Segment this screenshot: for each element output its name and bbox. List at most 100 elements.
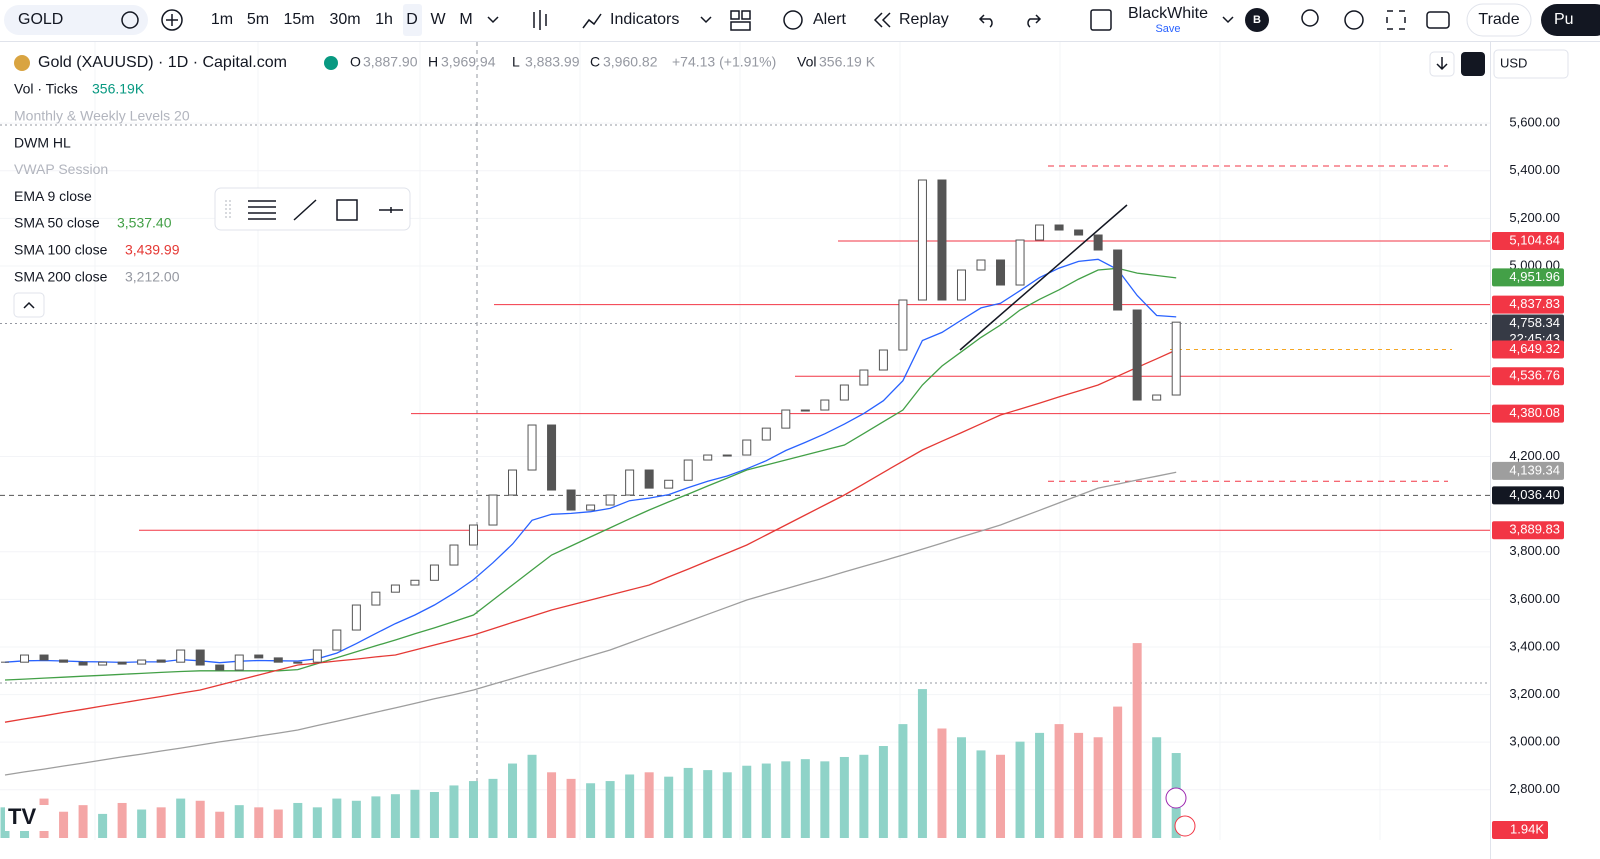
economic-event[interactable] (1174, 815, 1196, 837)
price-tag-label: 4,951.96 (1509, 269, 1560, 284)
indicator-name[interactable]: SMA 50 close (14, 215, 100, 231)
price-tag-label: 3,889.83 (1509, 522, 1560, 537)
compare-button[interactable] (161, 9, 183, 31)
line-style[interactable] (248, 200, 276, 220)
drag-handle[interactable] (225, 200, 231, 220)
indicator-name[interactable]: SMA 200 close (14, 268, 108, 284)
volume-bar (820, 761, 830, 838)
layout-name[interactable]: BlackWhite (1128, 5, 1208, 22)
volume-bar (566, 778, 576, 838)
candle (215, 664, 225, 671)
candle (878, 349, 888, 371)
price-tag-label: 4,837.83 (1509, 296, 1560, 311)
layout-menu[interactable] (1222, 16, 1234, 24)
candle (117, 661, 127, 665)
trade-box[interactable] (1466, 3, 1532, 37)
volume-bar (742, 765, 752, 838)
avatar[interactable] (1245, 8, 1269, 32)
y-tick-label: 3,400.00 (1509, 638, 1560, 653)
volume-tag-label: 1.94K (1510, 821, 1544, 836)
volume-bar (859, 754, 869, 838)
publish-box[interactable] (1541, 4, 1600, 36)
price-tag-label: 4,380.08 (1509, 405, 1560, 420)
volume-bar (625, 774, 635, 838)
volume-bar (1054, 724, 1064, 838)
publish-button[interactable]: Pu (1554, 11, 1574, 28)
interval-button[interactable]: W (430, 11, 446, 28)
replay-button[interactable]: Replay (899, 11, 949, 28)
redo[interactable] (1027, 14, 1042, 28)
rect-tool[interactable] (336, 199, 358, 221)
indicator-name[interactable]: VWAP Session (14, 161, 108, 177)
event-icon[interactable] (1165, 787, 1187, 809)
layouts[interactable] (730, 10, 740, 20)
volume-bar (1015, 741, 1025, 838)
settings[interactable] (1344, 10, 1364, 30)
candle (781, 409, 791, 429)
interval-button[interactable]: 30m (329, 11, 360, 28)
interval-button[interactable]: 1h (375, 11, 393, 28)
fullscreen[interactable] (1386, 10, 1406, 30)
interval-button[interactable]: 15m (283, 11, 314, 28)
interval-button[interactable]: 5m (247, 11, 269, 28)
volume-bar (508, 763, 518, 838)
snapshot[interactable] (1426, 11, 1450, 29)
volume-bar (137, 809, 147, 838)
plus-icon (166, 14, 178, 26)
volume-bar (273, 809, 283, 838)
currency[interactable]: USD (1500, 55, 1527, 70)
symbol-icon[interactable] (121, 11, 139, 29)
indicator-value: 3,537.40 (117, 215, 172, 231)
search[interactable] (1301, 9, 1319, 27)
y-tick-label: 3,800.00 (1509, 543, 1560, 558)
indicators-button[interactable]: Indicators (610, 11, 679, 28)
candle (586, 504, 596, 511)
candle (488, 494, 498, 526)
interval-button[interactable]: D (406, 11, 418, 28)
indicators-menu[interactable] (700, 16, 712, 24)
volume-bar (488, 778, 498, 838)
chart-type[interactable] (533, 10, 547, 30)
interval-button[interactable]: M (459, 11, 472, 28)
symbol[interactable]: GOLD (18, 11, 63, 28)
candle (195, 649, 205, 666)
currency-box[interactable] (1493, 49, 1569, 79)
legend-change: +74.13 (+1.91%) (672, 54, 776, 70)
y-tick-label: 5,200.00 (1509, 210, 1560, 225)
indicator-name[interactable]: DWM HL (14, 134, 71, 150)
layout-checkbox[interactable] (1090, 9, 1112, 31)
moving-average (4, 471, 1177, 776)
candle (800, 409, 810, 412)
price-tag (1492, 295, 1564, 314)
alert-button[interactable]: Alert (813, 11, 846, 28)
candle (644, 469, 654, 489)
ohlc-key: C (590, 54, 600, 70)
scroll-icon (1436, 57, 1448, 71)
symbol-search[interactable] (4, 5, 148, 35)
candle (371, 591, 381, 606)
ray-tool[interactable] (379, 207, 403, 213)
indicator-name[interactable]: EMA 9 close (14, 188, 92, 204)
candle (390, 584, 400, 593)
volume-bar (956, 737, 966, 838)
indicator-name[interactable]: Vol · Ticks (14, 81, 78, 97)
volume-bar (547, 772, 557, 838)
interval-button[interactable]: 1m (211, 11, 233, 28)
auto-scale[interactable] (1461, 52, 1485, 76)
volume-bar (98, 813, 108, 838)
moving-average (4, 349, 1177, 723)
indicator-name[interactable]: SMA 100 close (14, 242, 108, 258)
trend-line[interactable] (959, 204, 1128, 351)
volume-bar (195, 800, 205, 838)
indicator-name[interactable]: Monthly & Weekly Levels 20 (14, 108, 190, 124)
interval-menu[interactable] (487, 16, 499, 24)
line-tool[interactable] (293, 199, 317, 221)
candle (1113, 249, 1123, 311)
undo[interactable] (978, 14, 993, 28)
candle (703, 454, 713, 461)
save-button[interactable]: Save (1155, 23, 1180, 35)
price-tag-label: 4,139.34 (1509, 462, 1560, 477)
trade-button[interactable]: Trade (1478, 11, 1519, 28)
candle (508, 469, 518, 496)
collapse-legend[interactable] (13, 292, 45, 318)
